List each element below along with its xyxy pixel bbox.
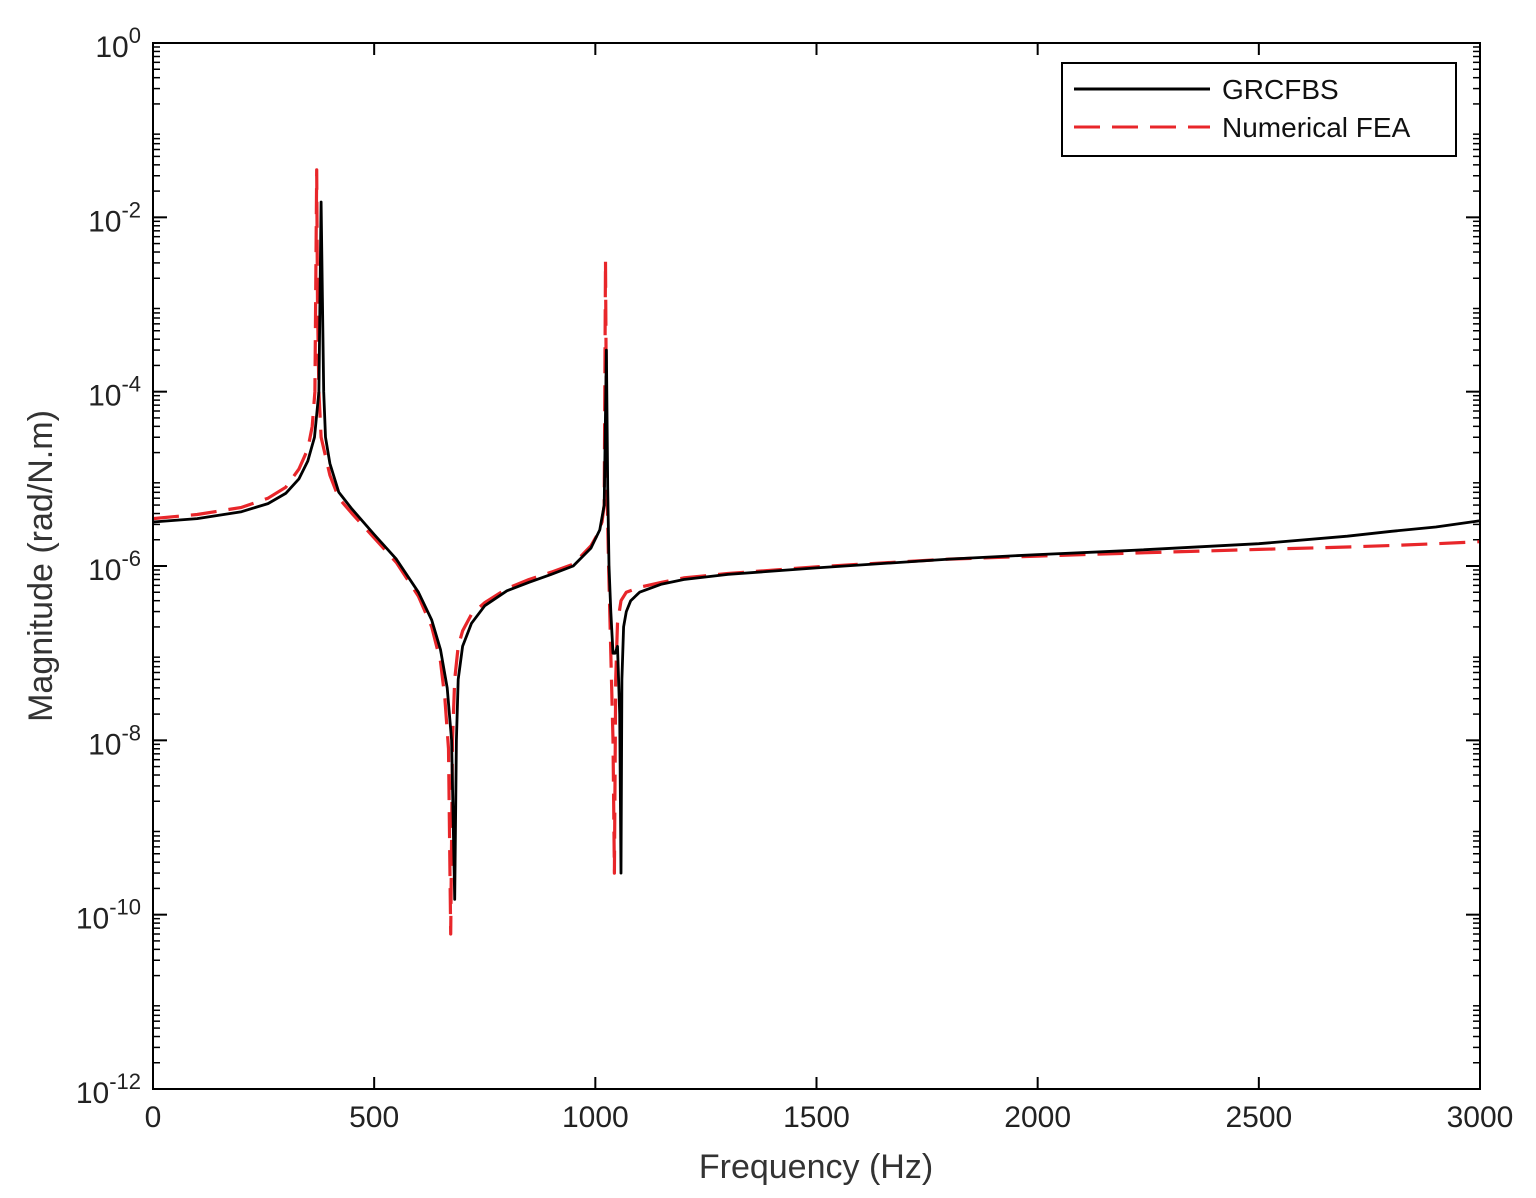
y-tick-label: 100 (95, 23, 141, 64)
series-grcfbs (152, 200, 1481, 901)
series-numerical-fea (152, 168, 1481, 936)
legend: GRCFBS Numerical FEA (1061, 62, 1457, 157)
x-tick-label: 1000 (562, 1101, 629, 1134)
x-tick-label: 2500 (1225, 1101, 1292, 1134)
y-tick-labels: 100 10-2 10-4 10-6 10-8 10-10 10-12 (76, 23, 141, 1110)
y-axis-title: Magnitude (rad/N.m) (22, 410, 60, 722)
y-tick-label: 10-6 (88, 546, 141, 587)
y-tick-label: 10-4 (88, 372, 141, 413)
y-tick-label: 10-12 (76, 1069, 141, 1110)
legend-label-grcfbs: GRCFBS (1222, 74, 1339, 105)
x-axis-title: Frequency (Hz) (699, 1148, 933, 1186)
minor-ticks (153, 46, 1480, 1064)
x-tick-label: 2000 (1004, 1101, 1071, 1134)
x-tick-label: 0 (145, 1101, 162, 1134)
y-tick-label: 10-2 (88, 197, 141, 238)
legend-box (1061, 62, 1457, 157)
y-tick-label: 10-10 (76, 895, 141, 936)
plot-frame (152, 42, 1481, 1090)
x-tick-label: 1500 (783, 1101, 850, 1134)
x-tick-label: 500 (349, 1101, 399, 1134)
series-layer (152, 168, 1481, 936)
legend-label-numerical-fea: Numerical FEA (1222, 112, 1411, 143)
x-tick-labels: 0 500 1000 1500 2000 2500 3000 (145, 1101, 1514, 1134)
y-tick-label: 10-8 (88, 720, 141, 761)
x-tick-label: 3000 (1447, 1101, 1514, 1134)
